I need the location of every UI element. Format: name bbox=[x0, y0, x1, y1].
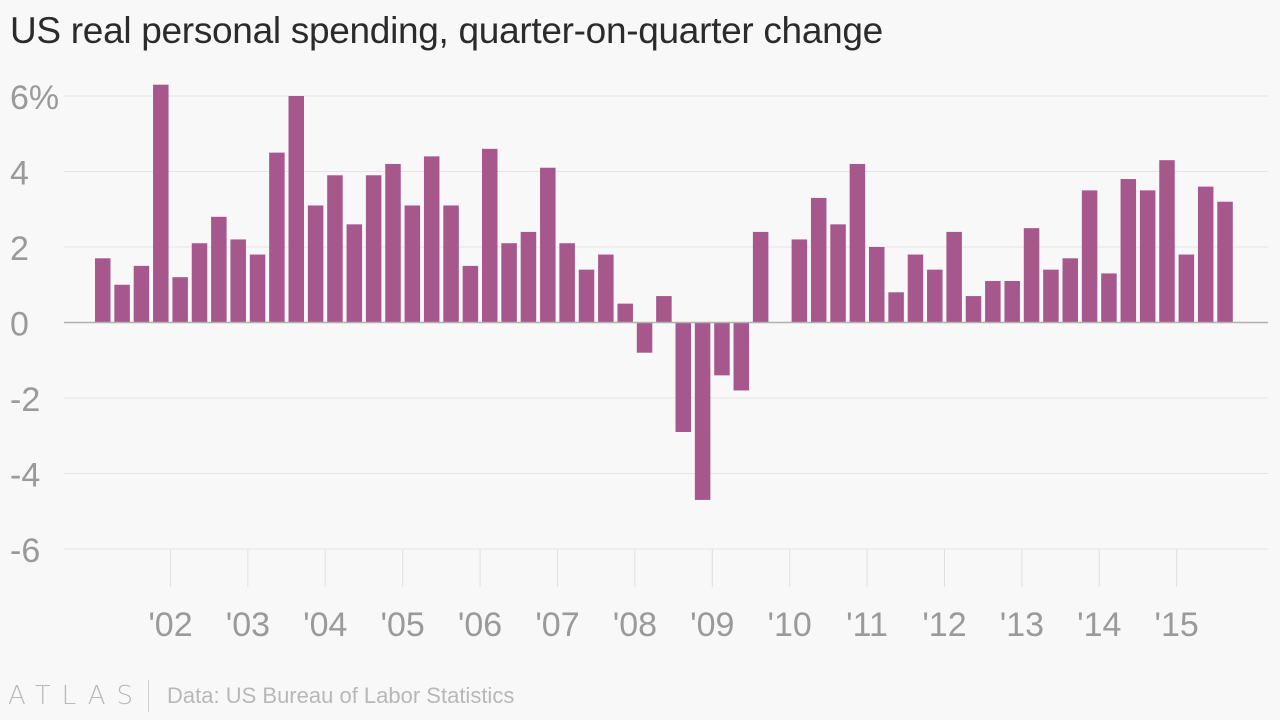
bar bbox=[1197, 186, 1214, 323]
bar bbox=[830, 224, 846, 323]
bar bbox=[1139, 190, 1156, 323]
bar bbox=[849, 163, 866, 323]
bar bbox=[211, 216, 227, 323]
bar bbox=[578, 269, 595, 323]
y-tick-label: 2 bbox=[10, 230, 29, 268]
bar bbox=[1004, 280, 1020, 323]
bar bbox=[791, 239, 808, 323]
bar bbox=[559, 243, 575, 323]
x-tick-label: '06 bbox=[458, 606, 502, 644]
bar bbox=[694, 322, 711, 500]
bar bbox=[153, 84, 169, 323]
bar bbox=[1159, 160, 1175, 323]
bars bbox=[95, 84, 1233, 500]
bar bbox=[133, 265, 150, 323]
bar bbox=[385, 163, 401, 323]
bar bbox=[1217, 201, 1233, 323]
bar bbox=[501, 243, 517, 323]
bar bbox=[520, 231, 537, 323]
bar bbox=[327, 175, 343, 323]
x-tick-label: '09 bbox=[690, 606, 734, 644]
bar bbox=[114, 284, 130, 323]
bar bbox=[540, 167, 556, 323]
bar bbox=[752, 231, 769, 323]
bar bbox=[617, 303, 633, 323]
bar bbox=[888, 292, 904, 323]
y-tick-label: 6% bbox=[10, 79, 59, 117]
x-tick-label: '14 bbox=[1077, 606, 1121, 644]
bar bbox=[636, 322, 653, 353]
bar bbox=[869, 247, 885, 323]
x-tick-label: '11 bbox=[846, 606, 888, 644]
x-tick-label: '07 bbox=[535, 606, 579, 644]
bar bbox=[462, 265, 479, 323]
footer-divider bbox=[148, 680, 150, 712]
bar bbox=[172, 277, 188, 323]
x-axis-ticks: '02 '03 '04 '05 '06 '07 '08 '09 '10 '11 '12 '13 '14 '… bbox=[148, 549, 1199, 644]
bar bbox=[810, 197, 827, 323]
bar bbox=[946, 231, 962, 323]
bar bbox=[1120, 179, 1137, 323]
x-tick-label: '03 bbox=[226, 606, 270, 644]
bar bbox=[443, 205, 459, 323]
bar bbox=[404, 205, 421, 323]
x-tick-label: '08 bbox=[613, 606, 657, 644]
y-tick-label: -4 bbox=[10, 457, 40, 495]
x-tick-label: '02 bbox=[148, 606, 192, 644]
x-tick-label: '13 bbox=[1000, 606, 1044, 644]
bar bbox=[288, 96, 304, 323]
bar bbox=[95, 258, 111, 323]
bar bbox=[656, 296, 672, 323]
x-tick-label: '10 bbox=[768, 606, 812, 644]
bar bbox=[1081, 190, 1098, 323]
bar bbox=[230, 239, 246, 323]
bar bbox=[346, 224, 363, 323]
x-tick-label: '15 bbox=[1155, 606, 1199, 644]
footer: ATLAS Data: US Bureau of Labor Statistic… bbox=[8, 676, 514, 716]
bar bbox=[249, 254, 266, 323]
atlas-logo: ATLAS bbox=[8, 681, 145, 711]
bar bbox=[1101, 273, 1117, 323]
bar bbox=[598, 254, 614, 323]
x-tick-label: '04 bbox=[303, 606, 347, 644]
y-tick-label: 4 bbox=[10, 155, 29, 193]
bar bbox=[269, 152, 285, 323]
bar bbox=[907, 254, 924, 323]
bar bbox=[482, 148, 498, 323]
bar bbox=[1062, 258, 1078, 323]
y-axis-ticks: 6% 4 2 0 -2 -4 -6 bbox=[10, 79, 59, 570]
bar bbox=[927, 269, 943, 323]
gridlines bbox=[64, 95, 1268, 550]
source-note: Data: US Bureau of Labor Statistics bbox=[167, 683, 515, 708]
x-tick-label: '12 bbox=[922, 606, 966, 644]
bar bbox=[365, 175, 382, 323]
bar bbox=[423, 156, 440, 323]
bar bbox=[1178, 254, 1195, 323]
bar bbox=[191, 243, 208, 323]
y-tick-label: -2 bbox=[10, 381, 40, 419]
y-tick-label: 0 bbox=[10, 306, 29, 344]
chart-title: US real personal spending, quarter-on-qu… bbox=[10, 10, 883, 51]
bar bbox=[985, 280, 1001, 323]
bar bbox=[733, 322, 750, 391]
bar bbox=[307, 205, 324, 323]
bar bbox=[675, 322, 691, 432]
bar bbox=[714, 322, 730, 376]
y-tick-label: -6 bbox=[10, 532, 40, 570]
x-tick-label: '05 bbox=[381, 606, 425, 644]
bar bbox=[1023, 228, 1040, 323]
bar bbox=[965, 296, 982, 323]
bar bbox=[1043, 269, 1059, 323]
